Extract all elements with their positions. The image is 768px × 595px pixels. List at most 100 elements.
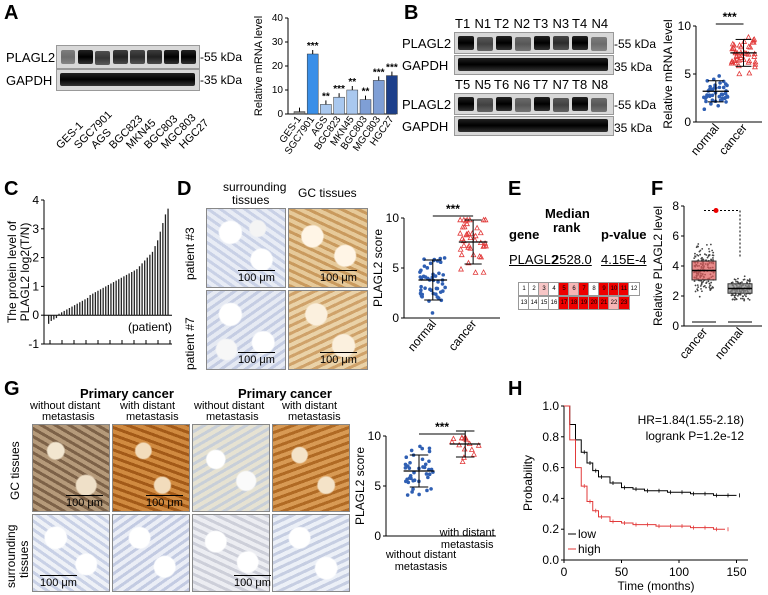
f-point xyxy=(734,296,736,299)
g-point xyxy=(449,438,455,445)
g-point xyxy=(412,470,416,475)
d-point xyxy=(467,245,474,251)
panel-label-f: F xyxy=(651,178,664,200)
g-point xyxy=(423,462,428,467)
c-ytick-label: 3 xyxy=(32,222,39,236)
b-point xyxy=(751,53,758,59)
a-sig: *** xyxy=(333,84,345,95)
d-col-gc: GC tissues xyxy=(298,186,357,200)
e-cell-19: 19 xyxy=(578,296,590,310)
d-point xyxy=(434,292,438,297)
b-xtick-label: normal xyxy=(688,121,722,158)
c-bar xyxy=(94,292,97,316)
f-point xyxy=(738,293,741,296)
lane-label-n7: N7 xyxy=(552,77,570,92)
g-sig: *** xyxy=(435,420,449,434)
g-point xyxy=(408,460,412,465)
f-point xyxy=(700,287,702,290)
g-ytick-label: 10 xyxy=(368,429,382,443)
b-point xyxy=(730,59,736,66)
panel-label-d: D xyxy=(177,178,192,200)
b-point xyxy=(709,102,713,106)
g-point xyxy=(468,446,475,452)
c-bar xyxy=(138,266,141,316)
d-point xyxy=(458,265,464,272)
g-scale-2: 100 μm xyxy=(146,495,183,509)
d-scale-4: 100 μm xyxy=(320,352,357,366)
d-point xyxy=(436,280,440,284)
f-ytick-label: 2 xyxy=(672,289,679,303)
b-point xyxy=(723,91,728,96)
b-point xyxy=(719,92,724,97)
c-bar xyxy=(81,300,84,316)
a-bar-sgc7901 xyxy=(306,53,319,115)
g-xtick-with-1: with distant xyxy=(439,527,495,539)
a-bar-hgc27 xyxy=(386,75,398,115)
h-hr: HR=1.84(1.55-2.18) xyxy=(638,413,744,427)
b-xtick-label: cancer xyxy=(716,121,750,158)
d-point xyxy=(465,259,472,266)
b-point xyxy=(729,40,736,47)
f-point xyxy=(707,255,710,258)
d-point xyxy=(458,251,465,258)
g-image-gc-without-1 xyxy=(32,424,110,512)
f-point xyxy=(748,278,751,281)
b-point xyxy=(710,93,715,98)
e-median-rank: 2528.0 xyxy=(552,252,592,267)
panel-label-b: B xyxy=(404,2,419,24)
g-xtick-without-1: without distant xyxy=(385,549,456,561)
c-bar xyxy=(99,289,102,316)
d-col-surrounding: surrounding xyxy=(223,180,287,194)
f-point xyxy=(735,297,738,300)
f-point xyxy=(703,253,706,256)
d-point xyxy=(477,229,484,236)
c-bar xyxy=(76,303,78,316)
c-bar xyxy=(136,269,138,316)
g-point xyxy=(403,466,408,470)
g-point xyxy=(450,435,457,442)
b-kda-35-top: 35 kDa xyxy=(614,60,653,74)
b-point xyxy=(710,98,715,102)
b-point xyxy=(736,70,743,77)
g-point xyxy=(427,446,432,451)
c-bar xyxy=(55,315,58,319)
a-ytick-label: 30 xyxy=(272,37,284,48)
b-point xyxy=(731,57,738,63)
f-point xyxy=(734,294,737,296)
d-ytick-label: 0 xyxy=(392,311,399,325)
b-point xyxy=(723,95,728,100)
g-point xyxy=(411,487,415,491)
f-point xyxy=(701,248,704,250)
panel-label-e: E xyxy=(508,178,522,200)
g-point xyxy=(427,449,432,454)
d-point xyxy=(437,271,441,276)
f-point xyxy=(705,286,707,289)
lane-label-n3: N3 xyxy=(552,16,570,31)
d-ytick-label: 5 xyxy=(392,261,399,275)
h-xtick-label: 50 xyxy=(615,565,629,579)
a-ytick-label: 10 xyxy=(272,85,284,96)
d-point xyxy=(463,230,470,237)
b-point xyxy=(745,33,752,40)
b-point xyxy=(721,79,726,84)
a-bar-ges-1 xyxy=(293,111,306,115)
f-point xyxy=(708,247,710,250)
c-bar xyxy=(84,299,86,316)
c-bar xyxy=(60,312,63,316)
d-point xyxy=(438,260,443,265)
f-point xyxy=(743,293,746,296)
f-point xyxy=(708,286,711,289)
lane-label-t6: T6 xyxy=(494,77,510,92)
e-header-gene: gene xyxy=(509,227,540,242)
g-scale-3: 100 μm xyxy=(40,575,77,589)
g-point xyxy=(422,465,427,470)
b-point xyxy=(733,52,740,59)
b-kda-55-top: -55 kDa xyxy=(614,37,657,51)
a-ylabel: Relative mRNA level xyxy=(253,16,265,116)
g-xtick-with-2: metastasis xyxy=(441,539,494,551)
lane-label-t2: T2 xyxy=(494,16,510,31)
b-point xyxy=(735,62,742,69)
c-bar xyxy=(149,254,151,316)
g-ytick-label: 0 xyxy=(374,529,381,543)
d-point xyxy=(457,230,464,236)
